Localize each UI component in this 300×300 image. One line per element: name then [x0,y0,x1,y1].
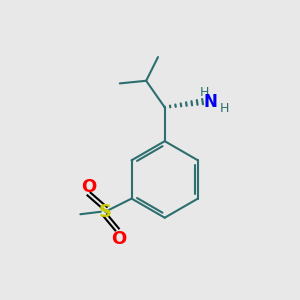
Text: O: O [81,178,97,196]
Text: H: H [200,86,209,99]
Text: S: S [99,203,112,221]
Text: H: H [220,102,229,115]
Text: O: O [111,230,126,248]
Text: N: N [204,93,218,111]
